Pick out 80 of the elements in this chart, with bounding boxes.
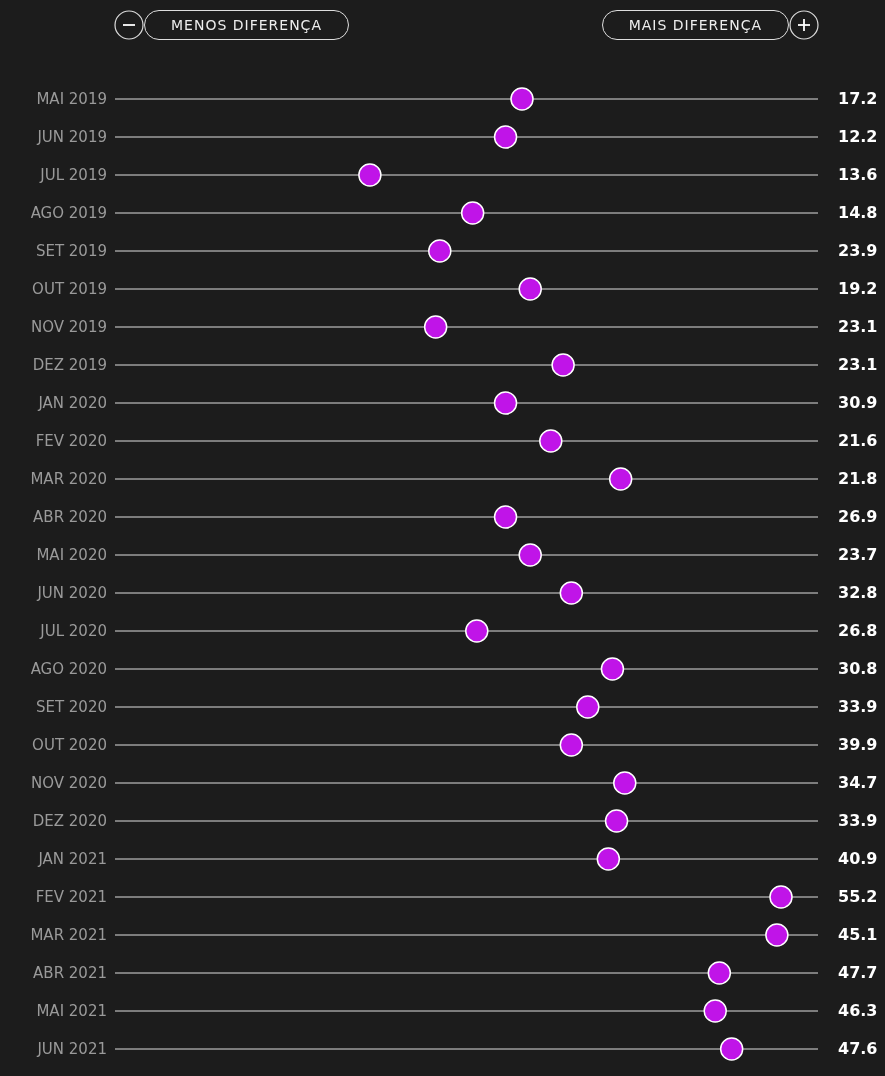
y-tick-label: FEV 2021	[35, 888, 107, 907]
text: 55.2	[838, 887, 878, 907]
y-tick-label: SET 2019	[35, 242, 107, 261]
text: 23.1	[838, 355, 878, 375]
text: 34.7	[838, 773, 878, 793]
y-tick-label: JUN 2021	[36, 1040, 107, 1059]
y-tick-label: JAN 2021	[37, 850, 107, 869]
y-tick-label: MAI 2019	[36, 90, 107, 109]
y-tick-label: JUN 2020	[36, 584, 107, 603]
text: 30.9	[838, 393, 878, 413]
text: 12.2	[838, 127, 878, 147]
point	[539, 429, 563, 453]
point	[493, 391, 518, 415]
text: 21.8	[838, 469, 878, 489]
y-tick-label: AGO 2020	[30, 660, 107, 679]
text: 17.2	[838, 89, 878, 109]
text: 26.8	[838, 621, 878, 641]
text: 21.6	[838, 431, 878, 451]
text: 14.8	[838, 203, 878, 223]
point	[600, 657, 625, 681]
text: 13.6	[838, 165, 878, 185]
y-tick-label: ABR 2020	[33, 508, 107, 527]
y-tick-label: SET 2020	[35, 698, 107, 717]
point	[460, 201, 485, 225]
y-tick-label: OUT 2019	[32, 280, 107, 299]
y-tick-label: MAR 2020	[30, 470, 107, 489]
y-tick-label: NOV 2020	[31, 774, 107, 793]
point	[518, 543, 542, 567]
y-tick-label: AGO 2019	[30, 204, 107, 223]
point	[428, 239, 452, 263]
point	[769, 885, 793, 909]
text: 39.9	[838, 735, 878, 755]
text: MAIS DIFERENÇA	[601, 10, 789, 40]
text: 26.9	[838, 507, 878, 527]
y-tick-label: JUN 2019	[36, 128, 107, 147]
text: 23.9	[838, 241, 878, 261]
point	[493, 505, 518, 529]
point	[765, 923, 789, 947]
text: 45.1	[838, 925, 878, 945]
y-tick-label: DEZ 2020	[32, 812, 107, 831]
point	[604, 809, 629, 833]
y-tick-label: JUL 2019	[39, 166, 107, 185]
text: MENOS DIFERENÇA	[144, 10, 349, 40]
point	[423, 315, 448, 339]
point	[465, 619, 489, 643]
text: 23.1	[838, 317, 878, 337]
y-tick-label: JUL 2020	[39, 622, 107, 641]
text: 46.3	[838, 1001, 878, 1021]
point	[703, 999, 727, 1023]
point	[518, 277, 542, 301]
point	[358, 163, 382, 187]
point	[707, 961, 732, 985]
text: 47.6	[838, 1039, 878, 1059]
text: 33.9	[838, 811, 878, 831]
text: 33.9	[838, 697, 878, 717]
y-tick-label: NOV 2019	[31, 318, 107, 337]
y-tick-label: ABR 2021	[33, 964, 107, 983]
y-tick-label: MAI 2020	[36, 546, 107, 565]
text: 32.8	[838, 583, 878, 603]
y-tick-label: JAN 2020	[37, 394, 107, 413]
point	[551, 353, 575, 377]
point	[576, 695, 600, 719]
point	[608, 467, 633, 491]
y-tick-label: OUT 2020	[32, 736, 107, 755]
text: 47.7	[838, 963, 878, 983]
point	[719, 1037, 744, 1061]
point	[559, 581, 584, 605]
point	[510, 87, 534, 111]
y-tick-label: DEZ 2019	[32, 356, 107, 375]
text: 19.2	[838, 279, 878, 299]
y-tick-label: MAR 2021	[30, 926, 107, 945]
text: 40.9	[838, 849, 878, 869]
y-tick-label: MAI 2021	[36, 1002, 107, 1021]
point	[613, 771, 637, 795]
point	[596, 847, 621, 871]
y-tick-label: FEV 2020	[35, 432, 107, 451]
point	[493, 125, 518, 149]
text: 30.8	[838, 659, 878, 679]
text: 23.7	[838, 545, 878, 565]
point	[559, 733, 584, 757]
